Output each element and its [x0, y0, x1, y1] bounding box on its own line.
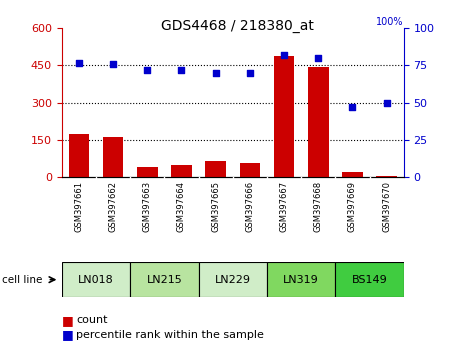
Text: LN319: LN319 — [283, 275, 319, 285]
Text: GSM397661: GSM397661 — [75, 181, 83, 232]
Text: LN215: LN215 — [146, 275, 182, 285]
Text: cell line: cell line — [2, 275, 43, 285]
Point — [246, 70, 254, 76]
Text: GSM397664: GSM397664 — [177, 181, 186, 232]
Point — [383, 100, 390, 105]
Text: GSM397662: GSM397662 — [109, 181, 117, 232]
Bar — [239, 164, 260, 177]
Bar — [308, 67, 329, 177]
Bar — [376, 176, 397, 177]
Text: GSM397666: GSM397666 — [246, 181, 254, 232]
Text: count: count — [76, 315, 107, 325]
Point — [280, 52, 288, 58]
Bar — [130, 262, 199, 297]
Text: ■: ■ — [62, 314, 74, 327]
Bar — [137, 167, 158, 177]
Text: BS149: BS149 — [352, 275, 388, 285]
Text: 100%: 100% — [376, 17, 404, 27]
Point — [109, 61, 117, 67]
Point — [212, 70, 219, 76]
Bar — [267, 262, 335, 297]
Text: GSM397663: GSM397663 — [143, 181, 152, 232]
Text: LN229: LN229 — [215, 275, 251, 285]
Point — [178, 67, 185, 73]
Point — [349, 104, 356, 110]
Bar — [335, 262, 404, 297]
Bar — [342, 172, 363, 177]
Point — [143, 67, 151, 73]
Bar — [274, 56, 294, 177]
Text: GSM397668: GSM397668 — [314, 181, 323, 232]
Point — [75, 60, 83, 65]
Point — [314, 55, 322, 61]
Bar — [205, 161, 226, 177]
Text: GDS4468 / 218380_at: GDS4468 / 218380_at — [161, 19, 314, 34]
Bar — [199, 262, 267, 297]
Text: GSM397665: GSM397665 — [211, 181, 220, 232]
Text: GSM397667: GSM397667 — [280, 181, 288, 232]
Bar — [68, 134, 89, 177]
Bar — [171, 165, 192, 177]
Bar — [103, 137, 124, 177]
Text: GSM397670: GSM397670 — [382, 181, 391, 232]
Text: percentile rank within the sample: percentile rank within the sample — [76, 330, 264, 339]
Text: GSM397669: GSM397669 — [348, 181, 357, 232]
Bar — [62, 262, 130, 297]
Text: ■: ■ — [62, 328, 74, 341]
Text: LN018: LN018 — [78, 275, 114, 285]
